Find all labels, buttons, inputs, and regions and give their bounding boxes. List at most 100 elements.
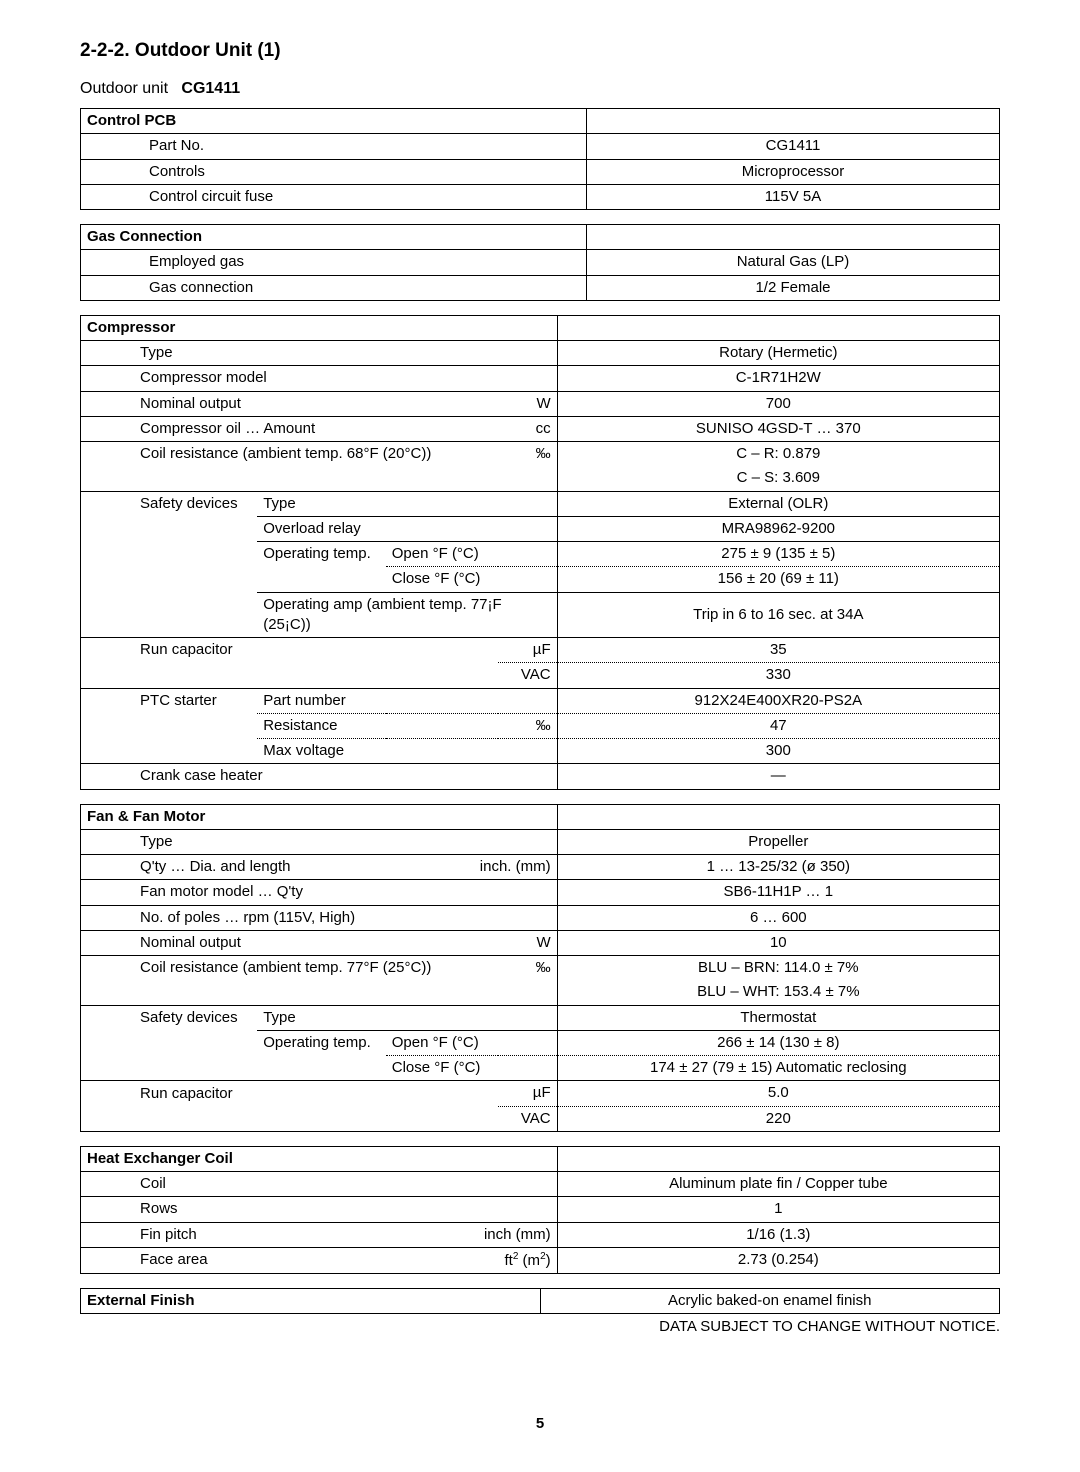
label: Controls bbox=[143, 159, 587, 184]
unit: ft2 (m2) bbox=[434, 1247, 557, 1273]
value: Propeller bbox=[557, 829, 999, 854]
value: 1/16 (1.3) bbox=[557, 1222, 999, 1247]
label: Type bbox=[134, 829, 557, 854]
label: Operating amp (ambient temp. 77¡F (25¡C)… bbox=[257, 592, 557, 638]
unit: inch. (mm) bbox=[386, 855, 557, 880]
table-compressor: Compressor TypeRotary (Hermetic) Compres… bbox=[80, 315, 1000, 790]
value: SB6-11H1P … 1 bbox=[557, 880, 999, 905]
label: Nominal output bbox=[134, 930, 498, 955]
label: Control circuit fuse bbox=[143, 184, 587, 209]
unit: VAC bbox=[498, 1106, 557, 1131]
section-title: 2-2-2. Outdoor Unit (1) bbox=[80, 40, 1000, 62]
header-control-pcb: Control PCB bbox=[81, 109, 587, 134]
label: Resistance bbox=[257, 713, 498, 738]
value: SUNISO 4GSD-T … 370 bbox=[557, 416, 999, 441]
value: C-1R71H2W bbox=[557, 366, 999, 391]
value: 1 … 13-25/32 (ø 350) bbox=[557, 855, 999, 880]
label: Safety devices bbox=[134, 1005, 257, 1030]
value: BLU – BRN: 114.0 ± 7% bbox=[557, 956, 999, 981]
value: MRA98962-9200 bbox=[557, 516, 999, 541]
label: Operating temp. bbox=[257, 1030, 386, 1055]
label: Fin pitch bbox=[134, 1222, 434, 1247]
header-hx: Heat Exchanger Coil bbox=[81, 1146, 558, 1171]
value: CG1411 bbox=[587, 134, 1000, 159]
unit: W bbox=[498, 391, 557, 416]
label: Operating temp. bbox=[257, 542, 386, 567]
value: 35 bbox=[557, 638, 999, 663]
table-hx: Heat Exchanger Coil CoilAluminum plate f… bbox=[80, 1146, 1000, 1274]
value: 1/2 Female bbox=[587, 275, 1000, 300]
unit: inch (mm) bbox=[434, 1222, 557, 1247]
value: C – R: 0.879 bbox=[557, 442, 999, 467]
value: 115V 5A bbox=[587, 184, 1000, 209]
value: BLU – WHT: 153.4 ± 7% bbox=[557, 980, 999, 1005]
value: 6 … 600 bbox=[557, 905, 999, 930]
label: Coil resistance (ambient temp. 77°F (25°… bbox=[134, 956, 498, 981]
label: Q'ty … Dia. and length bbox=[134, 855, 386, 880]
label: Employed gas bbox=[143, 250, 587, 275]
header-fan: Fan & Fan Motor bbox=[81, 804, 558, 829]
label: Gas connection bbox=[143, 275, 587, 300]
value: 156 ± 20 (69 ± 11) bbox=[557, 567, 999, 592]
label: Open °F (°C) bbox=[386, 1030, 557, 1055]
label: Close °F (°C) bbox=[386, 567, 557, 592]
table-finish: External Finish Acrylic baked-on enamel … bbox=[80, 1288, 1000, 1314]
label: Coil resistance (ambient temp. 68°F (20°… bbox=[134, 442, 498, 467]
value: 174 ± 27 (79 ± 15) Automatic reclosing bbox=[557, 1056, 999, 1081]
label: Type bbox=[134, 341, 557, 366]
label: Face area bbox=[134, 1247, 434, 1273]
unit: cc bbox=[498, 416, 557, 441]
value: 2.73 (0.254) bbox=[557, 1247, 999, 1273]
header-compressor: Compressor bbox=[81, 315, 558, 340]
table-fan: Fan & Fan Motor TypePropeller Q'ty … Dia… bbox=[80, 804, 1000, 1132]
unit: ‰ bbox=[498, 956, 557, 981]
label: No. of poles … rpm (115V, High) bbox=[134, 905, 557, 930]
value: 300 bbox=[557, 739, 999, 764]
header-finish: External Finish bbox=[81, 1289, 541, 1314]
value: 5.0 bbox=[557, 1081, 999, 1106]
label: Run capacitor bbox=[134, 638, 498, 663]
label: Rows bbox=[134, 1197, 434, 1222]
label: Part number bbox=[257, 688, 557, 713]
value: 220 bbox=[557, 1106, 999, 1131]
value: 266 ± 14 (130 ± 8) bbox=[557, 1030, 999, 1055]
label: Crank case heater bbox=[134, 764, 557, 789]
table-gas: Gas Connection Employed gasNatural Gas (… bbox=[80, 224, 1000, 301]
unit: VAC bbox=[498, 663, 557, 688]
label: Close °F (°C) bbox=[386, 1056, 557, 1081]
subtitle-prefix: Outdoor unit bbox=[80, 80, 168, 97]
unit: W bbox=[498, 930, 557, 955]
value: Acrylic baked-on enamel finish bbox=[540, 1289, 1000, 1314]
label: Nominal output bbox=[134, 391, 498, 416]
label: Safety devices bbox=[134, 491, 257, 516]
value: Thermostat bbox=[557, 1005, 999, 1030]
table-control-pcb: Control PCB Part No.CG1411 ControlsMicro… bbox=[80, 108, 1000, 210]
label: Compressor oil … Amount bbox=[134, 416, 498, 441]
value: 47 bbox=[557, 713, 999, 738]
label: PTC starter bbox=[134, 688, 257, 713]
label: Part No. bbox=[143, 134, 587, 159]
value: 912X24E400XR20-PS2A bbox=[557, 688, 999, 713]
label: Fan motor model … Q'ty bbox=[134, 880, 557, 905]
value: Aluminum plate fin / Copper tube bbox=[557, 1172, 999, 1197]
value: Microprocessor bbox=[587, 159, 1000, 184]
value: — bbox=[557, 764, 999, 789]
value: 10 bbox=[557, 930, 999, 955]
value: C – S: 3.609 bbox=[557, 466, 999, 491]
value: Natural Gas (LP) bbox=[587, 250, 1000, 275]
label: Overload relay bbox=[257, 516, 557, 541]
label: Run capacitor bbox=[134, 1081, 498, 1106]
unit: µF bbox=[498, 1081, 557, 1106]
subtitle: Outdoor unit CG1411 bbox=[80, 80, 1000, 98]
value: Rotary (Hermetic) bbox=[557, 341, 999, 366]
page-number: 5 bbox=[80, 1415, 1000, 1432]
label: Open °F (°C) bbox=[386, 542, 557, 567]
value: 700 bbox=[557, 391, 999, 416]
footnote: DATA SUBJECT TO CHANGE WITHOUT NOTICE. bbox=[80, 1318, 1000, 1335]
label: Compressor model bbox=[134, 366, 557, 391]
value: Trip in 6 to 16 sec. at 34A bbox=[557, 592, 999, 638]
label: Type bbox=[257, 1005, 557, 1030]
header-gas: Gas Connection bbox=[81, 225, 587, 250]
value: 275 ± 9 (135 ± 5) bbox=[557, 542, 999, 567]
label: Type bbox=[257, 491, 557, 516]
